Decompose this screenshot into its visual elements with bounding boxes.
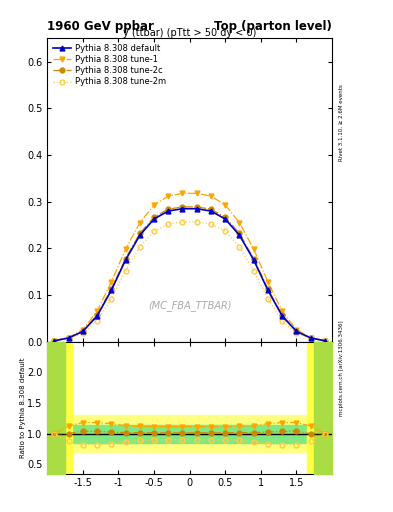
Pythia 8.308 tune-2c (123, 255, 128, 262)
Pythia 8.308 tune-2m (237, 244, 242, 250)
Title: y (ttbar) (pTtt > 50 dy < 0): y (ttbar) (pTtt > 50 dy < 0) (123, 28, 256, 37)
Pythia 8.308 tune-2m (123, 268, 128, 274)
Pythia 8.308 default (123, 257, 128, 263)
Pythia 8.308 tune-1 (280, 308, 285, 314)
Pythia 8.308 tune-2c (52, 338, 57, 344)
Text: 1960 GeV ppbar: 1960 GeV ppbar (47, 20, 154, 33)
Pythia 8.308 tune-1 (52, 338, 57, 344)
Pythia 8.308 default (266, 287, 270, 293)
Text: mcplots.cern.ch [arXiv:1306.3436]: mcplots.cern.ch [arXiv:1306.3436] (339, 321, 344, 416)
Pythia 8.308 tune-2m (223, 228, 228, 234)
Pythia 8.308 tune-2m (280, 317, 285, 324)
Pythia 8.308 default (223, 216, 228, 222)
Pythia 8.308 default (52, 338, 57, 344)
Line: Pythia 8.308 tune-2c: Pythia 8.308 tune-2c (52, 204, 327, 343)
Pythia 8.308 tune-2c (237, 230, 242, 237)
Pythia 8.308 default (180, 206, 185, 212)
Pythia 8.308 tune-2c (81, 328, 85, 334)
Pythia 8.308 tune-2m (323, 338, 327, 344)
Pythia 8.308 tune-1 (294, 327, 299, 333)
Pythia 8.308 default (252, 257, 256, 263)
Pythia 8.308 tune-2c (280, 312, 285, 318)
Pythia 8.308 default (294, 328, 299, 334)
Pythia 8.308 tune-2m (294, 330, 299, 336)
Text: Top (parton level): Top (parton level) (214, 20, 332, 33)
Pythia 8.308 default (195, 206, 199, 212)
Pythia 8.308 tune-1 (166, 193, 171, 199)
Pythia 8.308 tune-1 (81, 327, 85, 333)
Pythia 8.308 tune-2c (95, 312, 99, 318)
Pythia 8.308 default (323, 338, 327, 344)
Pythia 8.308 tune-2c (223, 214, 228, 220)
Pythia 8.308 default (152, 216, 156, 222)
Pythia 8.308 tune-1 (223, 202, 228, 208)
Text: Rivet 3.1.10, ≥ 2.6M events: Rivet 3.1.10, ≥ 2.6M events (339, 84, 344, 161)
Pythia 8.308 tune-1 (209, 193, 213, 199)
Pythia 8.308 tune-2m (138, 244, 142, 250)
Pythia 8.308 tune-1 (95, 308, 99, 314)
Pythia 8.308 tune-1 (152, 202, 156, 208)
Line: Pythia 8.308 default: Pythia 8.308 default (52, 206, 327, 343)
Pythia 8.308 tune-2c (209, 206, 213, 212)
Pythia 8.308 tune-1 (252, 246, 256, 252)
Pythia 8.308 tune-2c (152, 214, 156, 220)
Pythia 8.308 tune-2c (252, 255, 256, 262)
Pythia 8.308 tune-1 (309, 334, 313, 340)
Pythia 8.308 tune-2c (266, 286, 270, 292)
Pythia 8.308 tune-2m (180, 219, 185, 225)
Pythia 8.308 tune-2c (109, 286, 114, 292)
Pythia 8.308 tune-2m (252, 268, 256, 274)
Bar (47, 424, 332, 443)
Pythia 8.308 default (66, 335, 71, 341)
Pythia 8.308 tune-2m (266, 296, 270, 302)
Pythia 8.308 tune-1 (266, 279, 270, 285)
Pythia 8.308 tune-1 (109, 279, 114, 285)
Pythia 8.308 tune-2m (95, 317, 99, 324)
Pythia 8.308 tune-2m (166, 221, 171, 227)
Y-axis label: Ratio to Pythia 8.308 default: Ratio to Pythia 8.308 default (20, 357, 26, 458)
Pythia 8.308 tune-2m (66, 335, 71, 342)
Pythia 8.308 tune-2c (138, 230, 142, 237)
Pythia 8.308 tune-1 (180, 190, 185, 197)
Line: Pythia 8.308 tune-1: Pythia 8.308 tune-1 (52, 191, 327, 343)
Text: (MC_FBA_TTBAR): (MC_FBA_TTBAR) (148, 301, 231, 311)
Pythia 8.308 tune-2m (109, 296, 114, 302)
Pythia 8.308 tune-2c (195, 204, 199, 210)
Pythia 8.308 tune-2m (195, 219, 199, 225)
Pythia 8.308 tune-2m (209, 221, 213, 227)
Pythia 8.308 tune-2m (81, 330, 85, 336)
Pythia 8.308 tune-1 (323, 338, 327, 344)
Pythia 8.308 tune-2c (323, 338, 327, 344)
Pythia 8.308 tune-2c (66, 335, 71, 341)
Pythia 8.308 default (95, 313, 99, 319)
Pythia 8.308 default (309, 335, 313, 341)
Pythia 8.308 tune-2c (180, 204, 185, 210)
Pythia 8.308 default (109, 287, 114, 293)
Pythia 8.308 tune-1 (237, 220, 242, 226)
Pythia 8.308 tune-1 (66, 334, 71, 340)
Pythia 8.308 default (209, 208, 213, 214)
Pythia 8.308 tune-1 (138, 220, 142, 226)
Line: Pythia 8.308 tune-2m: Pythia 8.308 tune-2m (52, 219, 327, 343)
Pythia 8.308 tune-1 (123, 246, 128, 252)
Pythia 8.308 tune-2m (152, 228, 156, 234)
Pythia 8.308 tune-1 (195, 190, 199, 197)
Pythia 8.308 tune-2c (166, 206, 171, 212)
Pythia 8.308 default (280, 313, 285, 319)
Bar (47, 415, 332, 452)
Pythia 8.308 default (81, 328, 85, 334)
Pythia 8.308 default (237, 232, 242, 239)
Pythia 8.308 default (166, 208, 171, 214)
Legend: Pythia 8.308 default, Pythia 8.308 tune-1, Pythia 8.308 tune-2c, Pythia 8.308 tu: Pythia 8.308 default, Pythia 8.308 tune-… (51, 42, 167, 88)
Pythia 8.308 tune-2m (309, 335, 313, 342)
Pythia 8.308 tune-2m (52, 338, 57, 344)
Pythia 8.308 tune-2c (309, 335, 313, 341)
Pythia 8.308 default (138, 232, 142, 239)
Pythia 8.308 tune-2c (294, 328, 299, 334)
